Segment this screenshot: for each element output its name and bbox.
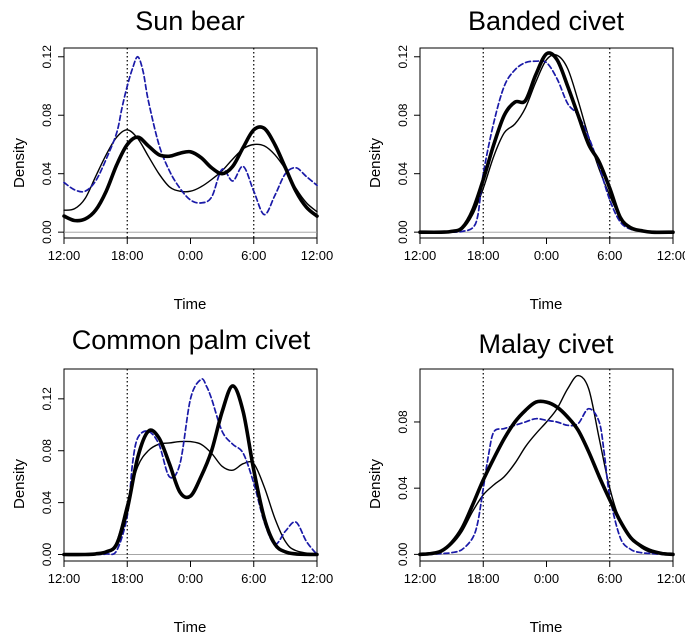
panel-banded-civet: Banded civet Time Density 12:00 18:00 0:00…	[367, 6, 685, 313]
x-tick-label: 12:00	[404, 248, 437, 263]
y-tick-label: 0.00	[396, 220, 410, 244]
panel-title: Sun bear	[135, 6, 245, 36]
series-line-thick	[418, 51, 675, 235]
series-line-thick	[62, 384, 319, 557]
y-tick-label: 0.04	[40, 491, 54, 515]
axis-ticks: 12:00 18:00 0:00 6:00 12:00 0.00 0.04 0.08 0.12	[40, 387, 333, 586]
y-tick-label: 0.12	[40, 45, 54, 69]
x-tick-label: 12:00	[404, 571, 437, 586]
y-tick-label: 0.12	[396, 45, 410, 69]
panel-title: Common palm civet	[72, 325, 311, 355]
series-line-thin	[63, 129, 318, 213]
x-tick-label: 6:00	[241, 571, 266, 586]
y-tick-label: 0.00	[40, 543, 54, 567]
y-tick-label: 0.08	[40, 439, 54, 463]
x-tick-label: 18:00	[111, 248, 144, 263]
y-tick-label: 0.00	[396, 542, 410, 566]
series-line-dashed	[419, 407, 674, 556]
x-axis-label: Time	[530, 296, 563, 313]
axis-ticks: 12:00 18:00 0:00 6:00 12:00 0.00 0.04 0.08	[396, 410, 685, 586]
plot-frame	[419, 47, 674, 239]
series-lines	[62, 48, 319, 238]
x-axis-label: Time	[530, 619, 563, 636]
axis-ticks: 12:00 18:00 0:00 6:00 12:00 0.00 0.04 0.08 0.12	[40, 45, 333, 263]
panel-malay-civet: Malay civet Time Density 12:00 18:00 0:00 6…	[367, 329, 685, 636]
x-axis-label: Time	[174, 296, 207, 313]
y-tick-label: 0.08	[396, 103, 410, 127]
panel-title: Banded civet	[468, 6, 625, 36]
x-tick-label: 0:00	[534, 248, 559, 263]
series-line-thick	[418, 399, 675, 557]
y-axis-label: Density	[367, 458, 384, 509]
x-tick-label: 12:00	[301, 571, 334, 586]
x-tick-label: 18:00	[111, 571, 144, 586]
x-tick-label: 12:00	[657, 248, 685, 263]
series-lines	[62, 369, 319, 561]
x-tick-label: 0:00	[178, 248, 203, 263]
x-axis-label: Time	[174, 619, 207, 636]
series-line-dashed	[419, 59, 674, 234]
series-line-thick	[62, 125, 319, 223]
y-tick-label: 0.04	[396, 476, 410, 500]
panel-title: Malay civet	[478, 329, 614, 359]
y-axis-label: Density	[11, 458, 28, 509]
series-line-thin	[419, 54, 674, 233]
panel-common-palm-civet: Common palm civet Time Density 12:00 18:0…	[11, 325, 333, 636]
series-line-dashed	[63, 55, 318, 216]
x-tick-label: 6:00	[597, 248, 622, 263]
y-axis-label: Density	[11, 137, 28, 188]
x-tick-label: 0:00	[178, 571, 203, 586]
y-tick-label: 0.12	[40, 387, 54, 411]
y-tick-label: 0.00	[40, 220, 54, 244]
x-tick-label: 18:00	[467, 571, 500, 586]
x-tick-label: 6:00	[597, 571, 622, 586]
y-tick-label: 0.04	[396, 162, 410, 186]
x-tick-label: 6:00	[241, 248, 266, 263]
series-lines	[418, 48, 675, 238]
axis-ticks: 12:00 18:00 0:00 6:00 12:00 0.00 0.04 0.08 0.12	[396, 45, 685, 263]
y-tick-label: 0.04	[40, 162, 54, 186]
x-tick-label: 0:00	[534, 571, 559, 586]
panel-sun-bear: Sun bear Time Density 12:00 18:00 0:00 6:00…	[11, 6, 333, 313]
plot-frame	[63, 47, 318, 239]
y-tick-label: 0.08	[396, 410, 410, 434]
x-tick-label: 12:00	[301, 248, 334, 263]
x-tick-label: 12:00	[657, 571, 685, 586]
series-lines	[418, 369, 675, 561]
x-tick-label: 18:00	[467, 248, 500, 263]
y-tick-label: 0.08	[40, 103, 54, 127]
x-tick-label: 12:00	[48, 571, 81, 586]
x-tick-label: 12:00	[48, 248, 81, 263]
y-axis-label: Density	[367, 137, 384, 188]
